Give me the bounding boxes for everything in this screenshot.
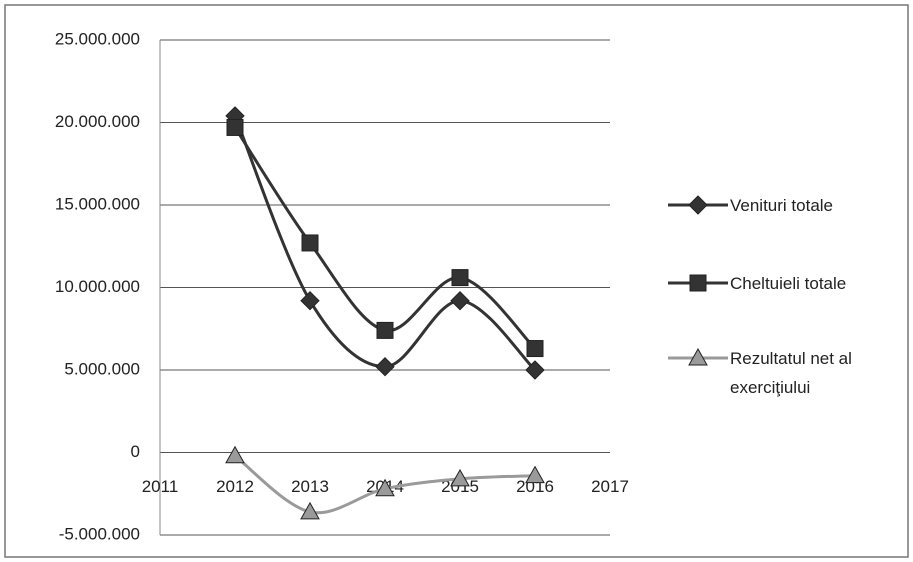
legend-label: Cheltuieli totale: [730, 274, 847, 293]
x-tick-label: 2012: [216, 477, 254, 496]
y-tick-label: 0: [131, 442, 140, 461]
marker: [375, 478, 395, 497]
y-tick-label: 25.000.000: [55, 29, 140, 48]
legend-marker: [689, 274, 707, 292]
y-tick-label: 20.000.000: [55, 112, 140, 131]
legend-marker: [688, 195, 708, 215]
y-tick-label: 10.000.000: [55, 277, 140, 296]
marker: [226, 118, 244, 136]
marker: [525, 360, 545, 380]
marker: [526, 340, 544, 358]
x-tick-label: 2017: [591, 477, 629, 496]
x-tick-label: 2015: [441, 477, 479, 496]
legend-label: Rezultatul net al exerciţiului: [730, 349, 852, 397]
marker: [301, 234, 319, 252]
marker: [300, 290, 320, 311]
y-tick-label: 5.000.000: [64, 359, 140, 378]
marker: [450, 290, 470, 311]
marker: [300, 501, 320, 520]
marker: [451, 269, 469, 287]
y-tick-label: 15.000.000: [55, 194, 140, 213]
marker: [525, 465, 545, 484]
legend-marker: [688, 347, 708, 366]
marker: [450, 468, 470, 487]
x-tick-label: 2011: [142, 477, 179, 496]
x-tick-label: 2016: [516, 477, 554, 496]
y-tick-label: -5.000.000: [59, 524, 140, 543]
marker: [375, 356, 395, 377]
marker: [376, 321, 394, 339]
x-tick-label: 2013: [291, 477, 329, 496]
marker: [225, 445, 245, 464]
legend-label: Venituri totale: [730, 196, 834, 215]
